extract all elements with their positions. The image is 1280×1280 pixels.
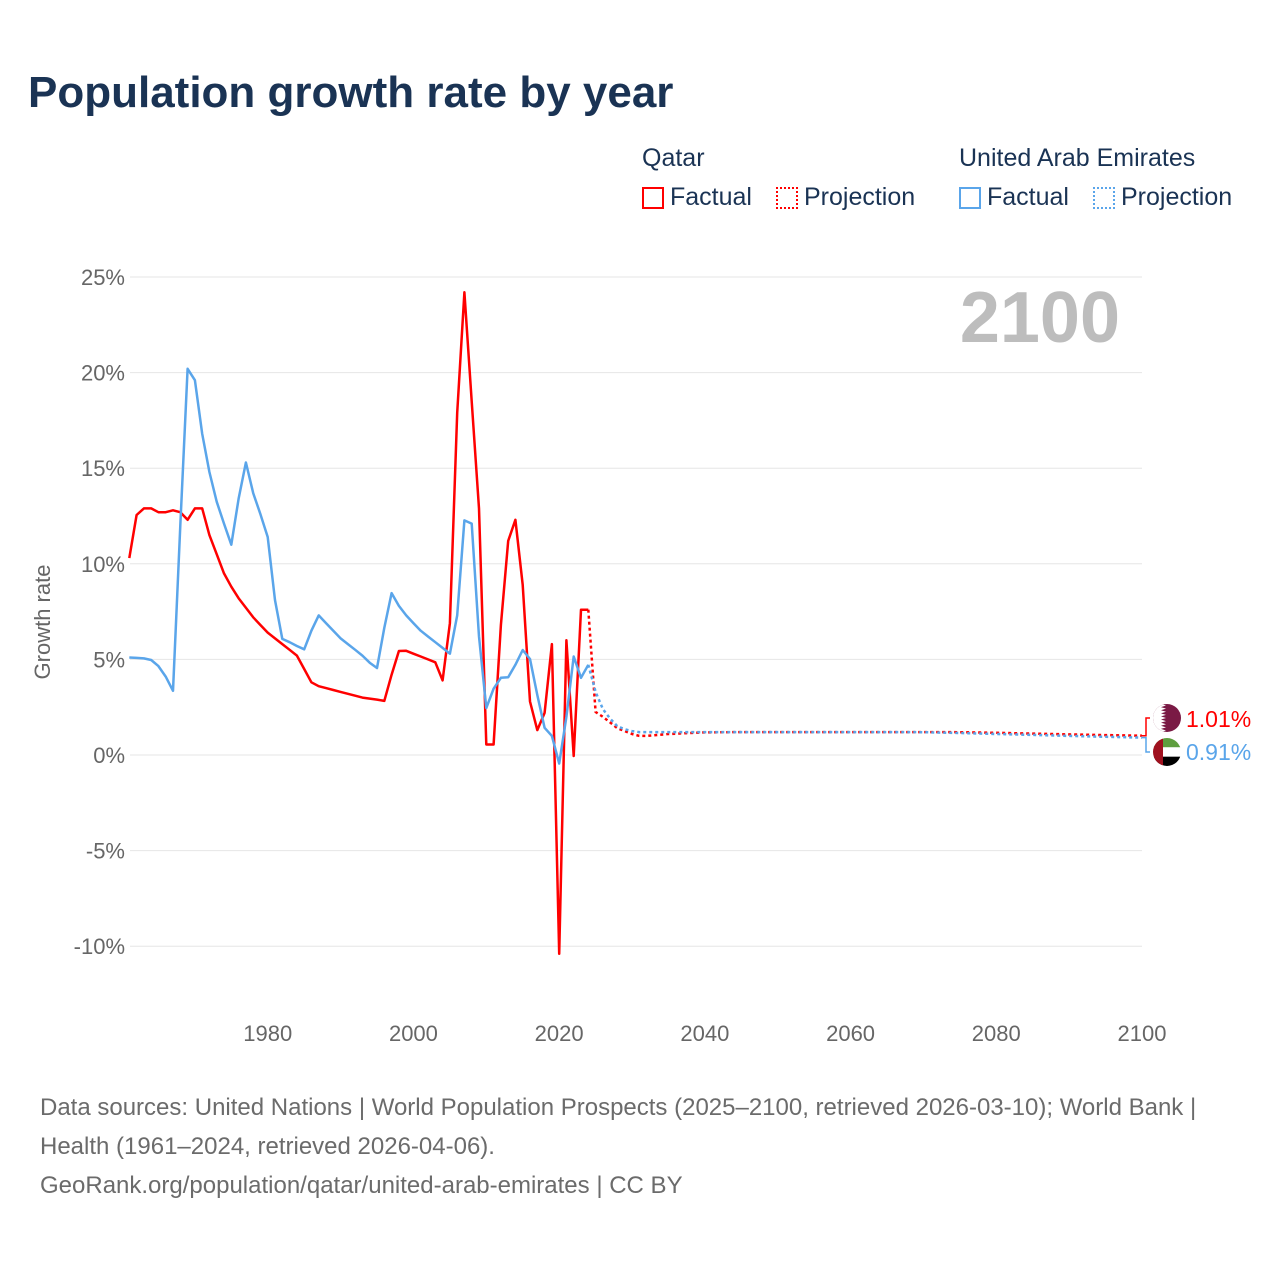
end-label-connector — [1142, 736, 1150, 753]
y-tick-label: 25% — [81, 265, 125, 290]
chart-plot: 25% 20% 15% 10% 5% 0% -5% -10% 1980 2000 2020 2040 2… — [30, 265, 1251, 1046]
footer: Data sources: United Nations | World Pop… — [40, 1088, 1240, 1205]
y-tick-label: 10% — [81, 552, 125, 577]
series-line-qatar-factual — [128, 291, 589, 956]
end-value-label: 0.91% — [1186, 739, 1251, 765]
x-tick-label: 2100 — [1118, 1021, 1167, 1046]
legend-group-name: United Arab Emirates — [959, 144, 1196, 172]
x-tick-label: 2060 — [826, 1021, 875, 1046]
y-tick-label: -10% — [74, 934, 125, 959]
chart-title: Population growth rate by year — [28, 68, 674, 117]
x-tick-label: 1980 — [243, 1021, 292, 1046]
legend-uae: United Arab Emirates Factual Projection — [959, 144, 1248, 212]
legend-item-uae-projection[interactable]: Projection — [1092, 183, 1233, 212]
y-axis-label: Growth rate — [30, 565, 55, 680]
data-sources: Data sources: United Nations | World Pop… — [40, 1094, 1197, 1160]
dotted-swatch-icon — [775, 186, 798, 209]
x-tick-label: 2020 — [535, 1021, 584, 1046]
legend-label: Factual — [987, 183, 1069, 211]
y-tick-label: -5% — [86, 839, 125, 864]
x-tick-label: 2040 — [680, 1021, 729, 1046]
x-tick-label: 2080 — [972, 1021, 1021, 1046]
legend-qatar: Qatar Factual Projection — [642, 144, 931, 212]
legend-label: Factual — [670, 183, 752, 211]
end-label-connector — [1142, 717, 1150, 737]
legend-item-qatar-projection[interactable]: Projection — [775, 183, 916, 212]
gridlines: 25% 20% 15% 10% 5% 0% -5% -10% 1980 2000 2020 2040 2… — [74, 265, 1167, 1046]
dotted-swatch-icon — [1092, 186, 1115, 209]
credit-link[interactable]: GeoRank.org/population/qatar/united-arab… — [40, 1172, 683, 1199]
uae-flag-icon — [1153, 738, 1181, 766]
x-tick-label: 2000 — [389, 1021, 438, 1046]
legend-item-qatar-factual[interactable]: Factual — [642, 183, 752, 212]
y-tick-label: 0% — [93, 743, 125, 768]
end-value-label: 1.01% — [1186, 706, 1251, 732]
series-line-qatar-projection — [587, 609, 1143, 738]
legend-item-uae-factual[interactable]: Factual — [959, 183, 1069, 212]
solid-swatch-icon — [642, 186, 664, 209]
solid-swatch-icon — [959, 186, 981, 209]
legend-label: Projection — [1120, 183, 1233, 211]
year-watermark: 2100 — [960, 278, 1120, 358]
legend-label: Projection — [803, 183, 916, 211]
y-tick-label: 20% — [81, 361, 125, 386]
series-line-uae-projection — [587, 664, 1143, 739]
y-tick-label: 5% — [93, 647, 125, 672]
series-line-uae-factual — [129, 367, 590, 765]
qatar-flag-icon — [1153, 704, 1181, 732]
legend-group-name: Qatar — [642, 144, 705, 172]
y-tick-label: 15% — [81, 456, 125, 481]
